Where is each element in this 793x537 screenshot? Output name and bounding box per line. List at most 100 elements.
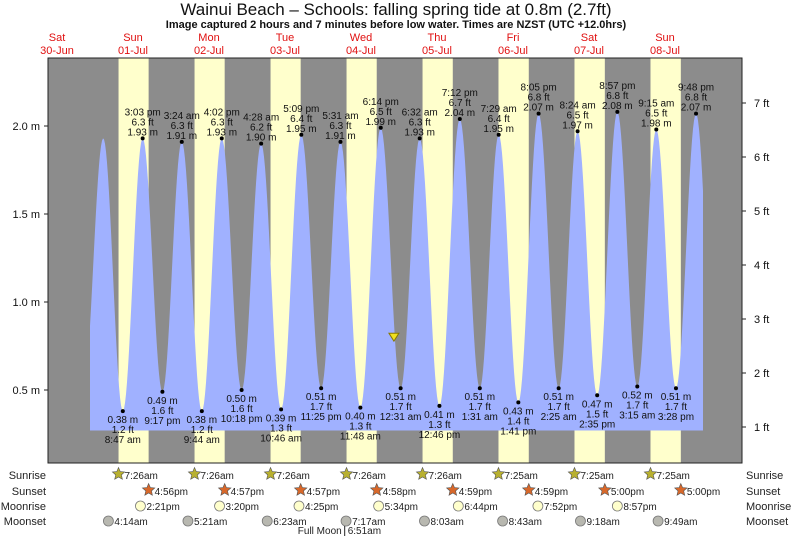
high-tide-feet: 6.3 ft (211, 117, 233, 128)
low-tide-metres: 0.39 m (266, 413, 297, 424)
high-tide-point (615, 109, 620, 114)
sunset-time: 4:56pm (155, 487, 188, 498)
high-tide-point (694, 111, 699, 116)
sunset-time: 4:57pm (231, 487, 264, 498)
day-date: 02-Jul (194, 45, 224, 57)
low-tide-feet: 1.3 ft (270, 423, 292, 434)
y-right-tick-label: 1 ft (754, 422, 769, 434)
high-tide-point (457, 116, 462, 121)
low-tide-time: 8:47 am (105, 435, 141, 446)
high-tide-point (496, 132, 501, 137)
sunrise-icon (491, 466, 506, 480)
high-tide-point (417, 136, 422, 141)
high-tide-feet: 6.8 ft (527, 93, 549, 104)
low-tide-point (595, 393, 600, 398)
plot-frame (47, 57, 743, 464)
high-tide-metres: 1.93 m (127, 127, 158, 138)
high-tide-metres: 1.90 m (246, 133, 277, 144)
low-tide-time: 3:15 am (619, 410, 655, 421)
low-tide-point (160, 389, 165, 394)
low-tide-point (239, 388, 244, 392)
y-right-tick-label: 3 ft (754, 314, 769, 326)
low-tide-point (319, 386, 324, 391)
high-tide-feet: 6.3 ft (132, 117, 154, 128)
high-tide-feet: 6.2 ft (250, 123, 272, 134)
low-tide-feet: 1.7 ft (390, 402, 412, 413)
low-tide-metres: 0.51 m (306, 392, 337, 403)
high-tide-time: 6:32 am (402, 107, 438, 118)
high-tide-feet: 6.8 ft (606, 91, 628, 102)
low-tide-feet: 1.6 ft (230, 404, 252, 415)
moonset-time: 5:21am (194, 517, 227, 528)
moonset-icon (419, 515, 430, 527)
sunrise-time: 7:26am (277, 471, 310, 482)
sunset-time: 5:00pm (687, 487, 720, 498)
axes: 0.5 m 1.0 m 1.5 m 2.0 m 1 ft 2 ft 3 ft 4 ft 5 ft… (12, 98, 769, 434)
sunrise-time: 7:26am (429, 471, 462, 482)
day-name: Sat (49, 32, 66, 44)
low-tide-feet: 1.7 ft (469, 402, 491, 413)
day-date: 01-Jul (118, 45, 148, 57)
y-right-tick-label: 5 ft (754, 206, 769, 218)
moonrise-time: 7:52pm (544, 502, 577, 513)
low-tide-time: 11:48 am (340, 432, 381, 443)
tide-labels: 8:47 am1.2 ft0.38 m3:03 pm6.3 ft1.93 m9:… (105, 81, 714, 446)
tide-curve-area (90, 112, 703, 431)
day-labels: Sat30-JunSun01-JulMon02-JulTue03-JulWed0… (40, 32, 680, 57)
high-tide-time: 8:57 pm (599, 81, 635, 92)
moonrise-row-label-right: Moonrise (746, 501, 791, 513)
high-tide-metres: 1.91 m (325, 131, 356, 142)
high-tide-feet: 6.8 ft (685, 93, 707, 104)
high-tide-feet: 6.3 ft (171, 121, 193, 132)
low-tide-point (398, 386, 403, 391)
moonset-icon (497, 515, 509, 527)
sunrise-row-label-right: Sunrise (746, 470, 783, 482)
day-name: Sat (581, 32, 598, 44)
sunset-icon (141, 482, 156, 496)
y-left-tick-label: 1.0 m (12, 297, 40, 309)
moonrise-icon (293, 500, 305, 512)
sunset-icon (445, 482, 460, 496)
moonrise-time: 4:25pm (305, 502, 338, 513)
moonset-time: 7:17am (352, 517, 385, 528)
day-name: Wed (350, 32, 372, 44)
high-tide-time: 4:02 pm (204, 107, 240, 118)
sunset-icon (597, 482, 612, 496)
high-tide-time: 8:05 pm (521, 83, 557, 94)
sunset-time: 4:58pm (383, 487, 416, 498)
low-tide-feet: 1.7 ft (310, 402, 332, 413)
high-tide-metres: 2.04 m (445, 108, 476, 119)
moonrise-icon (373, 500, 385, 512)
high-tide-metres: 1.98 m (641, 119, 672, 130)
high-tide-metres: 1.93 m (404, 127, 435, 138)
low-tide-point (635, 384, 640, 389)
low-tide-feet: 1.7 ft (626, 400, 648, 411)
full-moon-time: 6:51am (348, 526, 381, 537)
low-tide-feet: 1.7 ft (665, 402, 687, 413)
high-tide-metres: 1.93 m (206, 127, 237, 138)
low-tide-metres: 0.51 m (385, 392, 416, 403)
high-tide-feet: 6.3 ft (329, 121, 351, 132)
high-tide-metres: 1.97 m (562, 120, 593, 131)
low-tide-metres: 0.38 m (187, 415, 218, 426)
high-tide-metres: 1.91 m (166, 131, 197, 142)
high-tide-time: 9:48 pm (678, 83, 714, 94)
moonrise-time: 3:20pm (226, 502, 259, 513)
sunset-time: 4:57pm (307, 487, 340, 498)
astronomy-rows: Sunrise Sunrise 7:26am 7:26am 7:26am 7:26am 7:… (1, 466, 791, 537)
moonrise-icon (532, 500, 544, 512)
high-tide-feet: 6.5 ft (370, 107, 392, 118)
moonset-row-label-right: Moonset (746, 516, 788, 528)
low-tide-metres: 0.52 m (622, 390, 653, 401)
chart-title: Wainui Beach – Schools: falling spring t… (180, 0, 611, 19)
sunrise-row-label: Sunrise (9, 470, 46, 482)
low-tide-time: 1:31 am (462, 412, 498, 423)
low-tide-point (516, 400, 521, 405)
sunrise-icon (415, 466, 430, 480)
day-date: 04-Jul (346, 45, 376, 57)
high-tide-time: 4:28 am (243, 113, 279, 124)
moonset-icon (652, 515, 664, 527)
high-tide-feet: 6.7 ft (449, 98, 471, 109)
low-tide-metres: 0.49 m (147, 396, 178, 407)
